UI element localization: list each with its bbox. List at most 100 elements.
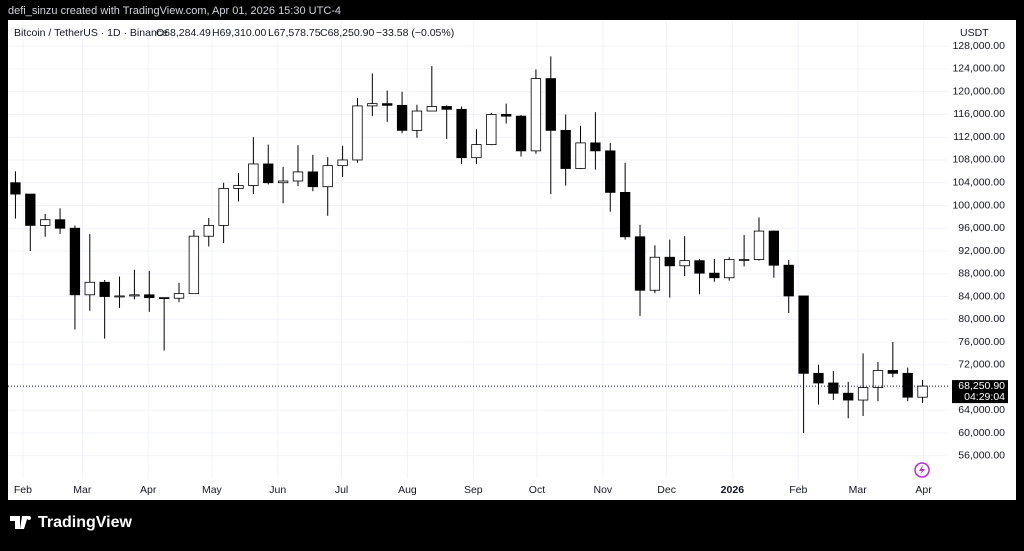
candle-body [99,281,110,297]
candle-body [337,159,348,167]
candle-body [292,171,304,182]
y-tick-label: 124,000.00 [952,63,1005,75]
ohlc-low: L67,578.75 [268,27,321,39]
candle-body [456,108,467,159]
y-tick-label: 80,000.00 [958,313,1005,325]
last-price-tag [952,380,1008,404]
candle-body [382,103,393,106]
x-tick-label: 2026 [721,484,745,496]
x-tick-label: Feb [14,484,32,496]
candle-body [486,114,497,145]
x-tick-label: Jul [335,484,348,496]
y-tick-label: 56,000.00 [958,450,1005,462]
candle-body [575,142,586,169]
ohlc-close: C68,250.90 [320,27,374,39]
x-tick-label: Nov [593,484,612,496]
x-tick-label: May [202,484,223,496]
candle-body [768,230,780,266]
candle-body [411,110,423,131]
candle-body [307,171,319,188]
candle-body [694,260,705,274]
brand: TradingView [38,514,133,531]
y-tick-label: 76,000.00 [958,336,1005,348]
candle-body [738,259,750,261]
last-price-label: 68,250.90 [958,380,1005,392]
candle-body [218,188,229,226]
candle-body [515,115,527,152]
candle-body [173,293,185,299]
candle-body [441,106,452,110]
x-tick-label: Oct [529,484,545,496]
y-tick-label: 100,000.00 [952,199,1005,211]
credit: defi_sinzu created with TradingView.com,… [8,5,341,17]
y-tick-label: 72,000.00 [958,359,1005,371]
x-tick-label: Mar [849,484,868,496]
currency: USDT [960,27,989,39]
candle-body [590,142,601,152]
candle-body [605,150,616,193]
candle-body [664,256,675,267]
y-tick-label: 116,000.00 [953,108,1005,120]
candle-body [634,236,646,291]
candle-body [843,392,854,401]
candle-body [828,382,839,394]
candle-body [158,297,170,300]
plot [8,20,948,478]
candle-body [709,272,720,279]
x-tick-label: Dec [657,484,676,496]
candle-body [753,230,765,260]
candle-body [233,185,244,189]
candle-body [857,387,869,401]
candle-body [84,281,95,296]
candle-body [530,78,542,152]
lightning-icon [914,462,930,478]
candle-body [872,370,884,388]
countdown: 04:29:04 [964,391,1005,403]
candle-body [188,235,200,295]
candle-body [248,163,259,186]
candle-body [545,78,556,131]
candle-body [69,227,81,296]
candle-body [144,294,155,299]
candle-body [887,370,898,374]
y-tick-label: 112,000.00 [953,131,1005,143]
y-tick-label: 60,000.00 [958,427,1005,439]
y-tick-label: 88,000.00 [958,268,1005,280]
y-tick-label: 96,000.00 [958,222,1005,234]
candle-body [501,114,512,117]
ohlc-change: −33.58 (−0.05%) [376,27,454,39]
candle-body [798,295,809,374]
candle-body [679,260,690,267]
y-tick-label: 104,000.00 [952,176,1005,188]
candle-body [783,264,794,297]
candle-body [560,129,571,169]
x-tick-label: Jun [269,484,286,496]
candle-body [902,372,913,398]
candle-body [25,193,36,226]
x-tick-label: Apr [915,484,932,496]
candle-body [426,106,437,112]
y-tick-label: 120,000.00 [952,85,1005,97]
x-tick-label: Feb [789,484,807,496]
candle-body [40,219,51,226]
logo [10,516,32,529]
y-tick-label: 108,000.00 [952,154,1005,166]
symbol: Bitcoin / TetherUS · 1D · Binance [14,27,168,39]
candle-body [724,259,735,279]
candle-body [129,294,140,297]
candle-body [917,385,928,398]
candle-body [263,163,274,184]
candle-body [396,104,408,131]
candle-body [10,182,21,195]
candle-body [367,103,378,107]
ohlc-open: O68,284.49 [156,27,211,39]
candle-body [649,256,661,291]
y-tick-label: 92,000.00 [958,245,1005,257]
candle-body [619,191,631,238]
y-tick-label: 64,000.00 [958,404,1005,416]
candle-body [352,105,363,161]
candle-body [114,295,125,298]
y-tick-label: 128,000.00 [952,40,1005,52]
candle-body [322,165,333,188]
